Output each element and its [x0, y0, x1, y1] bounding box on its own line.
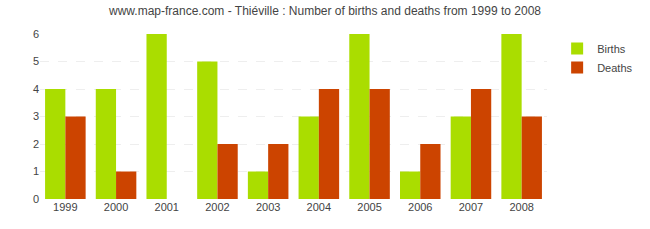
- svg-text:2000: 2000: [104, 201, 128, 213]
- svg-text:2003: 2003: [256, 201, 280, 213]
- svg-text:2004: 2004: [307, 201, 331, 213]
- svg-text:3: 3: [33, 110, 39, 122]
- svg-text:1: 1: [33, 165, 39, 177]
- svg-text:0: 0: [33, 193, 39, 205]
- svg-text:2: 2: [33, 138, 39, 150]
- svg-text:6: 6: [33, 28, 39, 40]
- svg-text:2008: 2008: [509, 201, 533, 213]
- svg-text:1999: 1999: [53, 201, 77, 213]
- svg-text:Deaths: Deaths: [597, 62, 632, 74]
- svg-text:2006: 2006: [408, 201, 432, 213]
- svg-text:2001: 2001: [155, 201, 179, 213]
- svg-text:2005: 2005: [357, 201, 381, 213]
- svg-text:4: 4: [33, 83, 39, 95]
- svg-text:Births: Births: [597, 43, 626, 55]
- svg-text:2002: 2002: [205, 201, 229, 213]
- svg-text:2007: 2007: [459, 201, 483, 213]
- svg-text:www.map-france.com - Thiéville: www.map-france.com - Thiéville : Number …: [108, 4, 541, 18]
- svg-text:5: 5: [33, 55, 39, 67]
